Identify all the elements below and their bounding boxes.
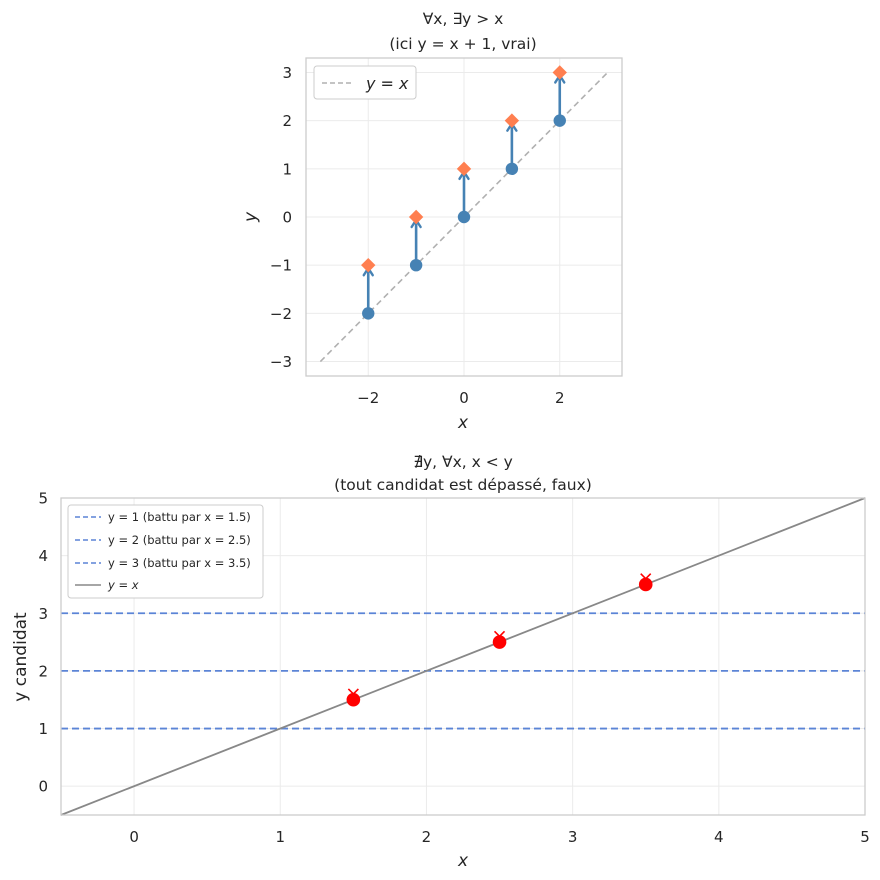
top-point-y (361, 257, 376, 273)
bottom-y-tick-label: 1 (38, 720, 48, 738)
bottom-y-axis-label: y candidat (11, 612, 31, 702)
bottom-y-tick-label: 5 (38, 490, 48, 508)
top-point-x (409, 258, 423, 272)
bottom-x-axis-label: x (457, 851, 469, 871)
top-point-y (408, 209, 424, 225)
bottom-legend: y = 1 (battu par x = 1.5) y = 2 (battu p… (67, 504, 264, 599)
top-point-y (504, 113, 520, 128)
bottom-x-tick-label: 4 (714, 828, 724, 846)
top-chart: ∀x, ∃y > x (ici y = x + 1, vrai) −2 0 2−3−… (241, 10, 623, 433)
bottom-y-tick-label: 0 (38, 778, 48, 796)
bottom-x-tick-label: 2 (422, 828, 432, 846)
bottom-plot-frame (60, 497, 866, 816)
top-y-tick-label: 3 (282, 64, 292, 82)
top-y-tick-label: −1 (270, 257, 292, 275)
top-point-x (362, 307, 375, 320)
top-y-tick-label: −3 (270, 353, 292, 371)
bottom-y-tick-label: 3 (38, 605, 48, 623)
top-chart-title-line2: (ici y = x + 1, vrai) (389, 35, 536, 53)
bottom-x-tick-label: 3 (568, 828, 578, 846)
top-chart-title-line1: ∀x, ∃y > x (423, 10, 504, 28)
bottom-x-tick-label: 1 (275, 828, 285, 846)
top-point-x (505, 162, 519, 176)
bottom-x-tick-label: 0 (129, 828, 139, 846)
top-tick-labels: −2 0 2 −3 −2 −1 0 1 2 3 (270, 64, 565, 407)
bottom-legend-label-1: y = 1 (battu par x = 1.5) (108, 510, 251, 524)
top-grid (306, 58, 622, 376)
bottom-chart-title-line1: ∄y, ∀x, x < y (413, 453, 513, 471)
bottom-marks (346, 573, 653, 707)
bottom-legend-label-4: y = x (107, 578, 139, 592)
top-point-y (552, 65, 567, 80)
top-y-tick-label: 0 (282, 209, 292, 227)
top-plot-frame (305, 57, 623, 377)
top-legend: y = x (313, 65, 417, 100)
top-y-axis-label: y (241, 211, 261, 223)
top-legend-label: y = x (365, 74, 409, 93)
top-point-y (456, 161, 472, 177)
top-x-axis-label: x (457, 413, 469, 433)
top-x-tick-label: 2 (555, 389, 565, 407)
top-legend-box (313, 65, 417, 100)
top-y-tick-label: 1 (282, 160, 292, 178)
bottom-tick-labels: 0 1 2 3 4 5 0 1 2 3 4 5 (38, 490, 869, 847)
bottom-point (346, 692, 361, 707)
bottom-chart-title-line2: (tout candidat est dépassé, faux) (334, 476, 592, 494)
bottom-point (492, 635, 507, 649)
bottom-chart: ∄y, ∀x, x < y (tout candidat est dépassé… (11, 453, 870, 871)
bottom-diagonal-line (60, 497, 866, 816)
top-x-tick-label: 0 (459, 389, 469, 407)
bottom-legend-box (67, 504, 264, 599)
bottom-legend-label-3: y = 3 (battu par x = 3.5) (108, 556, 251, 570)
top-y-tick-label: −2 (270, 305, 292, 323)
top-point-x (553, 114, 566, 127)
bottom-y-tick-label: 2 (38, 662, 48, 680)
top-x-tick-label: −2 (357, 389, 379, 407)
bottom-x-tick-label: 5 (860, 828, 870, 846)
bottom-legend-label-2: y = 2 (battu par x = 2.5) (108, 533, 251, 547)
bottom-point (638, 577, 653, 592)
top-y-tick-label: 2 (282, 112, 292, 130)
top-point-x (457, 210, 471, 224)
bottom-y-tick-label: 4 (38, 547, 48, 565)
top-marks (361, 65, 567, 320)
bottom-lines (60, 497, 866, 816)
